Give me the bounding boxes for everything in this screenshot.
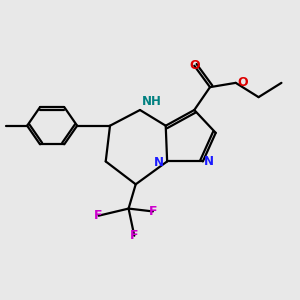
- Text: F: F: [130, 229, 139, 242]
- Text: F: F: [94, 209, 103, 222]
- Text: NH: NH: [141, 95, 161, 108]
- Text: N: N: [204, 155, 214, 168]
- Text: O: O: [189, 59, 200, 72]
- Text: O: O: [237, 76, 248, 89]
- Text: F: F: [148, 205, 157, 218]
- Text: N: N: [154, 156, 164, 170]
